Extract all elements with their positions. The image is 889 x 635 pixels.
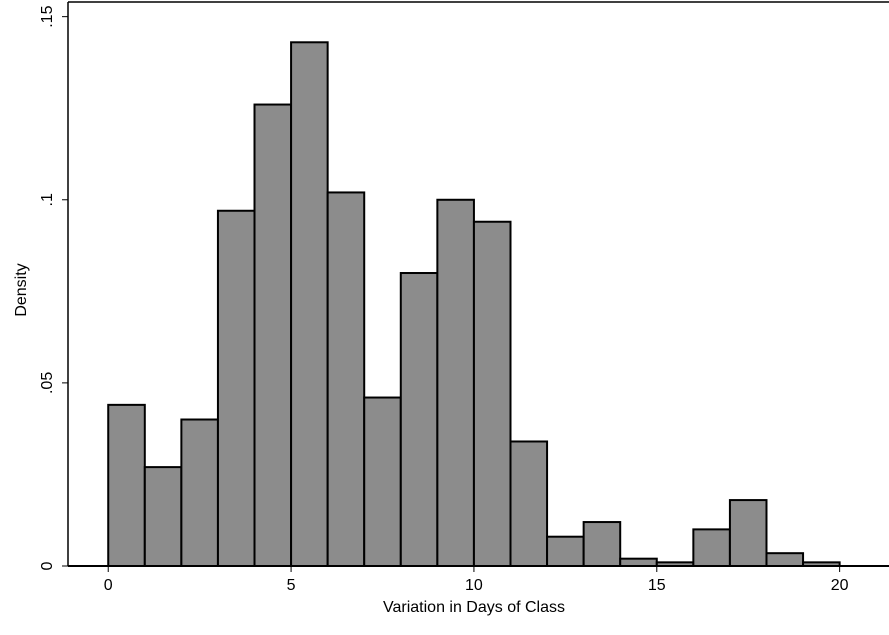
bar bbox=[180, 418, 219, 567]
bar bbox=[728, 499, 768, 567]
y-tick-label: .05 bbox=[39, 372, 56, 394]
bar bbox=[436, 198, 475, 567]
x-tick-label: 15 bbox=[648, 577, 666, 594]
bar bbox=[107, 403, 146, 567]
bar bbox=[472, 220, 512, 567]
bar bbox=[290, 41, 329, 568]
bar bbox=[216, 209, 256, 568]
bar bbox=[619, 557, 658, 568]
bar bbox=[582, 521, 622, 567]
x-tick-label: 5 bbox=[287, 577, 296, 594]
x-tick-label: 10 bbox=[465, 577, 483, 594]
bar bbox=[692, 528, 731, 568]
y-tick-label: 0 bbox=[39, 561, 56, 570]
y-axis-label: Density bbox=[13, 263, 30, 316]
y-tick-label: .15 bbox=[39, 5, 56, 27]
bar bbox=[765, 552, 805, 568]
x-tick-label: 0 bbox=[104, 577, 113, 594]
bar bbox=[509, 440, 549, 568]
y-tick-label: .1 bbox=[39, 193, 56, 206]
bar bbox=[253, 103, 293, 568]
bar bbox=[546, 535, 585, 567]
x-axis-label: Variation in Days of Class bbox=[383, 599, 565, 616]
bar bbox=[363, 396, 402, 567]
bar bbox=[399, 272, 439, 567]
x-tick-label: 20 bbox=[831, 577, 849, 594]
bar bbox=[326, 191, 366, 567]
bar bbox=[143, 466, 183, 567]
